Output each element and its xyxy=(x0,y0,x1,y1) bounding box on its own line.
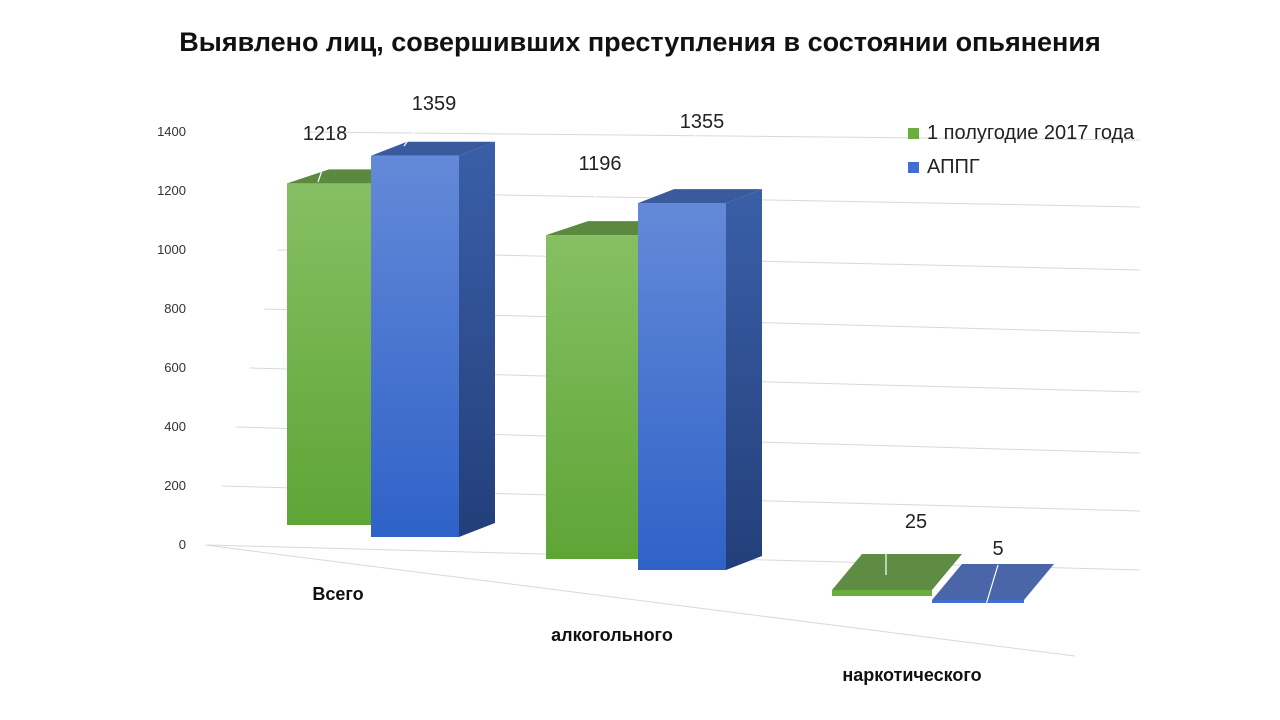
y-tick-label: 400 xyxy=(164,419,186,434)
leader-line xyxy=(885,520,898,575)
bars xyxy=(287,141,1054,603)
chart-title: Выявлено лиц, совершивших преступления в… xyxy=(179,27,1101,57)
y-tick-label: 1400 xyxy=(157,124,186,139)
bar-0-green-front xyxy=(287,183,371,525)
bar-0-blue-top xyxy=(371,141,495,156)
legend-swatch xyxy=(908,162,919,173)
data-label: 25 xyxy=(905,511,927,533)
data-label: 1355 xyxy=(680,111,725,133)
leader-line xyxy=(317,146,331,183)
bar-1-blue-side xyxy=(726,189,762,571)
legend: 1 полугодие 2017 года АППГ xyxy=(908,122,1135,178)
bar-2-green-top xyxy=(832,554,962,590)
category-label: алкогольного xyxy=(551,625,673,645)
legend-label: 1 полугодие 2017 года xyxy=(927,122,1135,144)
floor-edge xyxy=(204,544,1076,657)
bar-2-green xyxy=(832,554,962,596)
bar-2-blue-front xyxy=(932,600,1024,603)
legend-label: АППГ xyxy=(927,156,980,178)
y-axis-ticks: 0 200 400 600 800 1000 1200 1400 xyxy=(157,124,186,552)
leader-line xyxy=(687,134,697,162)
y-tick-label: 200 xyxy=(164,478,186,493)
leader-line xyxy=(403,115,427,147)
bar-2-green-front xyxy=(832,590,932,596)
y-tick-label: 0 xyxy=(179,537,186,552)
leader-line xyxy=(591,175,603,207)
data-label: 1218 xyxy=(303,123,348,145)
gridline xyxy=(305,131,1141,141)
data-label: 1196 xyxy=(578,153,621,175)
bar-1-blue-front xyxy=(638,203,726,571)
data-labels: 1218 1359 1196 1355 25 5 xyxy=(303,93,1004,609)
bar-1-green-front xyxy=(546,235,638,559)
y-tick-label: 1200 xyxy=(157,183,186,198)
leader-line xyxy=(984,564,999,609)
category-label: Всего xyxy=(312,584,363,604)
bar-1-blue-top xyxy=(638,189,762,204)
data-label: 1359 xyxy=(412,93,457,115)
y-tick-label: 800 xyxy=(164,301,186,316)
category-label: наркотического xyxy=(842,665,981,685)
data-label: 5 xyxy=(992,538,1003,560)
bar-0-blue-front xyxy=(371,155,459,537)
bar-1-blue xyxy=(638,189,762,571)
y-tick-label: 600 xyxy=(164,360,186,375)
bar-0-blue-side xyxy=(459,141,495,537)
y-tick-label: 1000 xyxy=(157,242,186,257)
legend-swatch xyxy=(908,128,919,139)
bar-0-blue xyxy=(371,141,495,537)
category-labels: Всего алкогольного наркотического xyxy=(312,584,981,685)
